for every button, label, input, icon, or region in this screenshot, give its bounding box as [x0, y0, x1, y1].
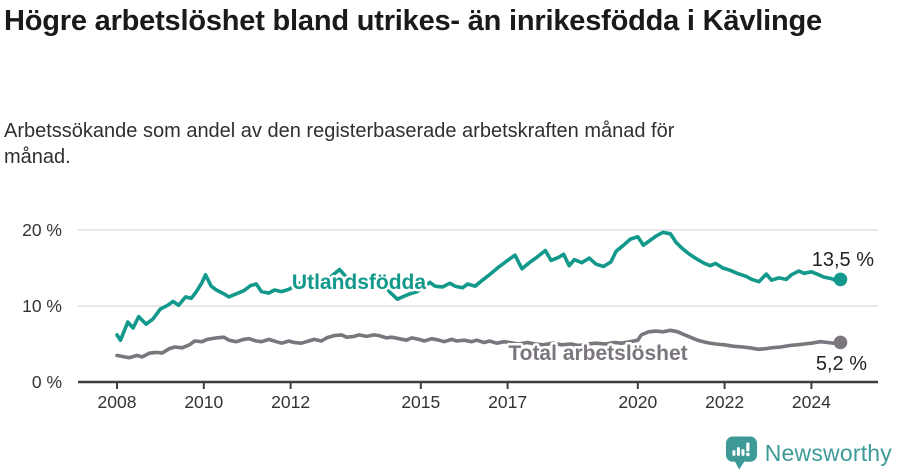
- total-end-dot: [833, 335, 848, 350]
- page-title: Högre arbetslöshet bland utrikes- än inr…: [4, 5, 822, 37]
- total-label: Total arbetslöshet: [508, 342, 687, 365]
- x-tick-label: 2022: [705, 392, 744, 412]
- total-value-label: 5,2 %: [816, 353, 867, 375]
- y-tick-label: 0 %: [32, 372, 62, 392]
- utlandsfodda-label: Utlandsfödda: [292, 271, 426, 294]
- x-tick-label: 2020: [618, 392, 657, 412]
- unemployment-line-chart: 2008 2010 2012 2015 2017 2020 2022 2024 0 % 10 % 2…: [0, 205, 900, 425]
- x-tick-label: 2024: [792, 392, 831, 412]
- x-tick-label: 2008: [98, 392, 137, 412]
- total-line: [115, 328, 843, 360]
- utlandsfodda-value-label: 13,5 %: [812, 249, 874, 271]
- newsworthy-wordmark: Newsworthy: [764, 439, 892, 466]
- y-tick-label: 20 %: [22, 220, 62, 240]
- page-subtitle: Arbetssökande som andel av den registerb…: [4, 120, 675, 169]
- newsworthy-logo: Newsworthy: [725, 433, 892, 473]
- x-tick-label: 2012: [271, 392, 310, 412]
- utlandsfodda-line: [115, 230, 843, 342]
- y-tick-label: 10 %: [22, 296, 62, 316]
- chart-canvas: 2008 2010 2012 2015 2017 2020 2022 2024 0 % 10 % 2…: [22, 220, 878, 412]
- x-tick-label: 2017: [488, 392, 527, 412]
- utlandsfodda-end-dot: [833, 272, 848, 287]
- x-tick-label: 2015: [401, 392, 440, 412]
- newsworthy-icon: [725, 436, 757, 470]
- x-tick-label: 2010: [184, 392, 223, 412]
